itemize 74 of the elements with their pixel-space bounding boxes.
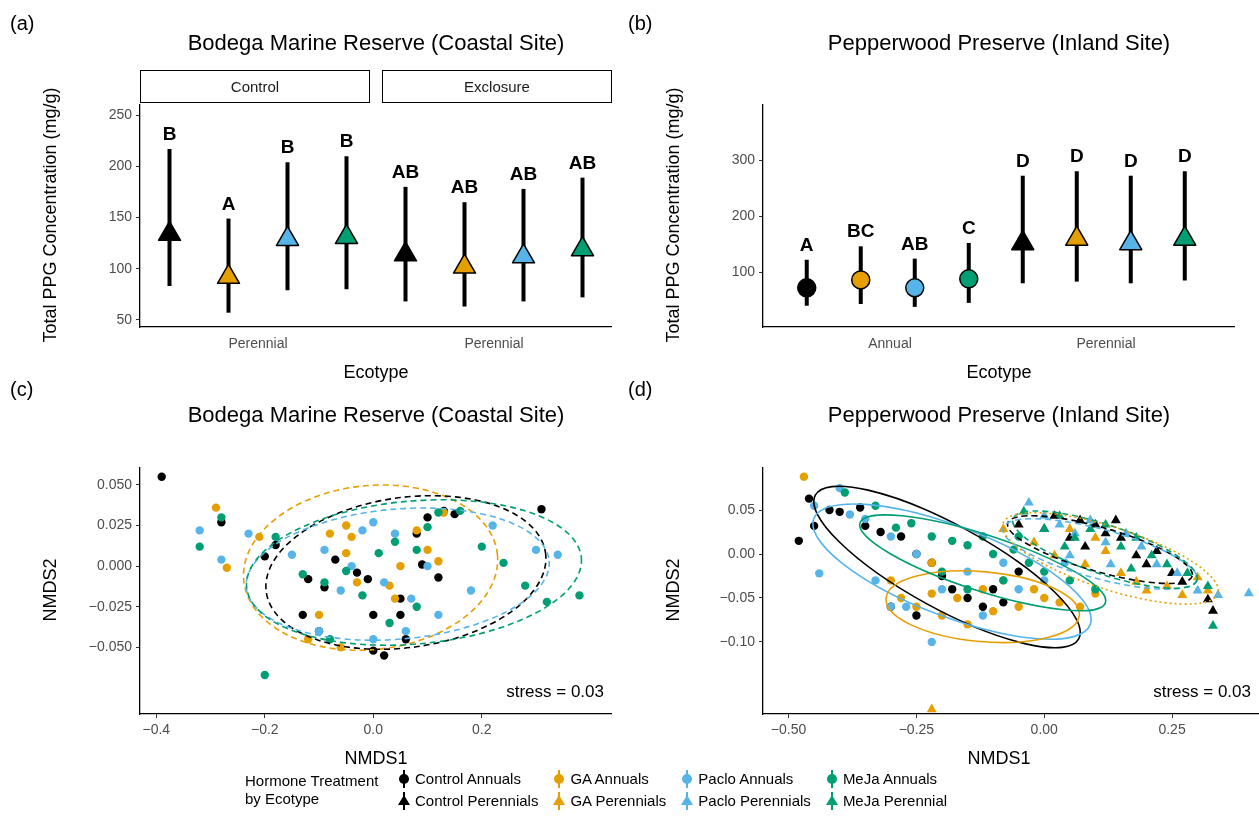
- chart-title: Bodega Marine Reserve (Coastal Site): [187, 30, 565, 56]
- text: Perennial: [228, 335, 288, 352]
- annotation: AB: [509, 163, 538, 185]
- y-tick-label: −0.10: [719, 632, 756, 649]
- annotation: AB: [568, 151, 597, 174]
- legend-title: Hormone Treatment by Ecotype: [245, 772, 380, 808]
- legend-label: Control Annuals: [415, 770, 521, 788]
- text: Exclosure: [382, 70, 612, 103]
- y-tick-label: 0.000: [96, 556, 133, 573]
- y-tick-label: 300: [731, 150, 756, 167]
- text: (c): [10, 378, 34, 401]
- x-axis-title: Ecotype: [343, 362, 409, 383]
- y-tick-label: 200: [731, 206, 756, 223]
- legend-label: GA Annuals: [570, 770, 649, 788]
- y-axis-title: Total PPG Concentration (mg/g): [39, 87, 61, 343]
- annotation: B: [280, 136, 295, 159]
- annotation: A: [799, 233, 814, 256]
- chart-title: Pepperwood Preserve (Inland Site): [827, 402, 1171, 428]
- y-tick-label: 150: [108, 208, 133, 225]
- text: (b): [628, 12, 653, 35]
- y-axis-title: NMDS2: [39, 558, 61, 622]
- y-axis-title: NMDS2: [662, 558, 684, 622]
- y-tick-label: −0.050: [88, 638, 133, 655]
- annotation: B: [162, 123, 177, 145]
- text: (a): [10, 12, 35, 35]
- annotation: D: [1123, 149, 1138, 172]
- x-tick-label: 0.25: [1158, 721, 1186, 738]
- annotation: C: [961, 217, 976, 239]
- y-tick-label: 100: [731, 262, 756, 279]
- y-tick-label: 0.025: [96, 516, 133, 533]
- x-tick-label: −0.50: [770, 721, 807, 738]
- x-tick-label: 0.0: [363, 721, 384, 738]
- y-tick-label: 250: [108, 106, 133, 123]
- annotation: D: [1015, 149, 1030, 172]
- y-axis-title: Total PPG Concentration (mg/g): [662, 87, 684, 343]
- y-tick-label: 50: [116, 310, 133, 327]
- annotation: A: [221, 192, 236, 215]
- annotation: BC: [847, 220, 875, 243]
- text: Perennial: [464, 335, 524, 352]
- x-tick-label: −0.25: [898, 721, 935, 738]
- text: (d): [628, 378, 653, 401]
- y-tick-label: 100: [108, 259, 133, 276]
- x-axis-title: Ecotype: [966, 362, 1032, 383]
- annotation: D: [1069, 145, 1084, 168]
- text: Control: [140, 70, 370, 103]
- x-tick-label: −0.4: [142, 721, 171, 738]
- y-tick-label: 0.00: [727, 544, 756, 561]
- y-tick-label: 200: [108, 157, 133, 174]
- annotation: AB: [901, 232, 929, 255]
- legend-label: Control Perennials: [415, 792, 539, 810]
- annotation: AB: [391, 161, 420, 183]
- legend-label: MeJa Annuals: [842, 770, 938, 788]
- legend-label: Paclo Annuals: [698, 770, 794, 788]
- y-tick-label: −0.05: [719, 588, 756, 605]
- x-axis-title: NMDS1: [344, 748, 408, 769]
- x-tick-label: 0.00: [1030, 721, 1059, 738]
- x-tick-label: −0.2: [250, 721, 279, 738]
- text: Perennial: [1076, 335, 1136, 352]
- annotation: stress = 0.03: [1153, 682, 1251, 702]
- x-axis-title: NMDS1: [967, 748, 1031, 769]
- legend-label: Paclo Perennials: [698, 792, 811, 810]
- y-tick-label: −0.025: [88, 597, 133, 614]
- annotation: stress = 0.03: [506, 682, 604, 702]
- legend-label: MeJa Perennial: [842, 792, 948, 810]
- y-tick-label: 0.050: [96, 475, 133, 492]
- annotation: B: [339, 130, 354, 153]
- annotation: D: [1177, 145, 1192, 168]
- x-tick-label: 0.2: [472, 721, 492, 738]
- chart-title: Pepperwood Preserve (Inland Site): [827, 30, 1171, 56]
- legend-label: GA Perennials: [570, 792, 667, 810]
- text: Annual: [868, 335, 912, 352]
- y-tick-label: 0.05: [727, 500, 756, 517]
- chart-title: Bodega Marine Reserve (Coastal Site): [187, 402, 565, 428]
- annotation: AB: [450, 176, 479, 199]
